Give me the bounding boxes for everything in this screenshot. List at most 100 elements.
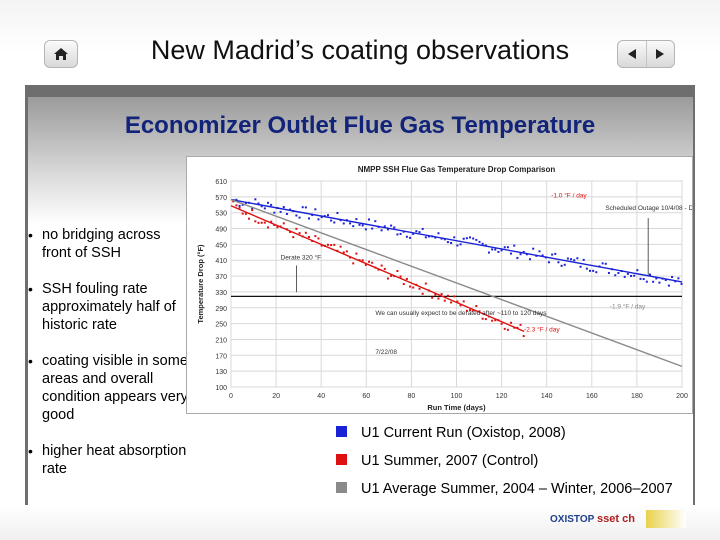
data-point [308, 217, 311, 220]
data-point [396, 233, 399, 236]
next-slide-button[interactable] [647, 41, 675, 67]
data-point [491, 319, 494, 322]
data-point [336, 211, 339, 214]
data-point [465, 309, 468, 312]
data-point [232, 200, 235, 203]
data-point [424, 282, 427, 285]
data-point [330, 219, 333, 222]
data-point [421, 227, 424, 230]
x-axis-label: Run Time (days) [427, 403, 486, 412]
data-point [295, 214, 298, 217]
data-point [238, 206, 241, 209]
data-point [557, 261, 560, 264]
x-tick-label: 200 [676, 393, 688, 400]
data-point [317, 218, 320, 221]
data-point [352, 225, 355, 228]
y-tick-label: 410 [215, 258, 227, 265]
data-point [421, 292, 424, 295]
data-point [642, 278, 645, 281]
data-point [522, 250, 525, 253]
data-point [298, 216, 301, 219]
data-point [645, 280, 648, 283]
data-point [585, 267, 588, 270]
chart-panel: 0 20 40 60 80 100 120 140 160 180 200 100 130 170 210 2… [186, 156, 713, 414]
data-point [491, 248, 494, 251]
chart-title: NMPP SSH Flue Gas Temperature Drop Compa… [358, 165, 556, 174]
legend-label: U1 Current Run (Oxistop, 2008) [361, 425, 566, 441]
data-point [361, 224, 364, 227]
data-point [465, 237, 468, 240]
data-point [579, 265, 582, 268]
section-title: Economizer Outlet Flue Gas Temperature [124, 112, 596, 139]
data-point [371, 261, 374, 264]
data-point [655, 277, 658, 280]
data-point [244, 212, 247, 215]
data-point [289, 208, 292, 211]
bullet-item: no bridging across front of SSH [28, 226, 188, 262]
data-point [314, 208, 317, 211]
data-point [270, 220, 273, 223]
trend-line [230, 198, 683, 283]
chart-annotation: -1.9 °F / day [610, 303, 646, 311]
data-point [503, 327, 506, 330]
data-point [257, 221, 260, 224]
data-point [677, 277, 680, 280]
y-tick-label: 100 [215, 385, 227, 392]
chart-annotation: 7/22/08 [375, 349, 397, 356]
data-point [235, 204, 238, 207]
data-point [405, 277, 408, 280]
data-point [402, 283, 405, 286]
data-point [525, 253, 528, 256]
data-point [462, 300, 465, 303]
y-tick-label: 210 [215, 337, 227, 344]
data-point [595, 271, 598, 274]
data-point [368, 218, 371, 221]
data-point [308, 235, 311, 238]
data-point [364, 263, 367, 266]
data-point [248, 217, 251, 220]
x-tick-label: 120 [496, 393, 508, 400]
y-tick-label: 450 [215, 242, 227, 249]
data-point [658, 281, 661, 284]
data-point [469, 309, 472, 312]
data-point [418, 231, 421, 234]
data-point [547, 261, 550, 264]
trend-line [230, 198, 683, 368]
data-point [459, 304, 462, 307]
data-point [601, 262, 604, 265]
legend-swatch [336, 426, 347, 437]
x-tick-label: 40 [317, 393, 325, 400]
data-point [266, 201, 269, 204]
data-point [633, 274, 636, 277]
data-point [355, 252, 358, 255]
chart-annotation: -2.3 °F / day [524, 325, 560, 333]
data-point [506, 328, 509, 331]
data-point [364, 228, 367, 231]
data-point [494, 248, 497, 251]
data-point [446, 241, 449, 244]
data-point [434, 293, 437, 296]
data-point [282, 206, 285, 209]
data-point [342, 251, 345, 254]
data-point [481, 242, 484, 245]
y-tick-label: 490 [215, 227, 227, 234]
data-point [415, 230, 418, 233]
data-point [254, 220, 257, 223]
data-point [358, 223, 361, 226]
data-point [424, 236, 427, 239]
oxistop-logo: OXISTOP [550, 513, 595, 525]
data-point [617, 272, 620, 275]
data-point [380, 264, 383, 267]
x-tick-label: 60 [362, 393, 370, 400]
data-point [412, 232, 415, 235]
x-tick-label: 180 [631, 393, 643, 400]
data-point [475, 305, 478, 308]
data-point [607, 271, 610, 274]
page-title: New Madrid’s coating observations [150, 35, 570, 65]
data-point [604, 262, 607, 265]
home-button[interactable] [44, 40, 78, 68]
data-point [298, 232, 301, 235]
previous-slide-button[interactable] [618, 41, 647, 67]
data-point [450, 301, 453, 304]
data-point [573, 259, 576, 262]
